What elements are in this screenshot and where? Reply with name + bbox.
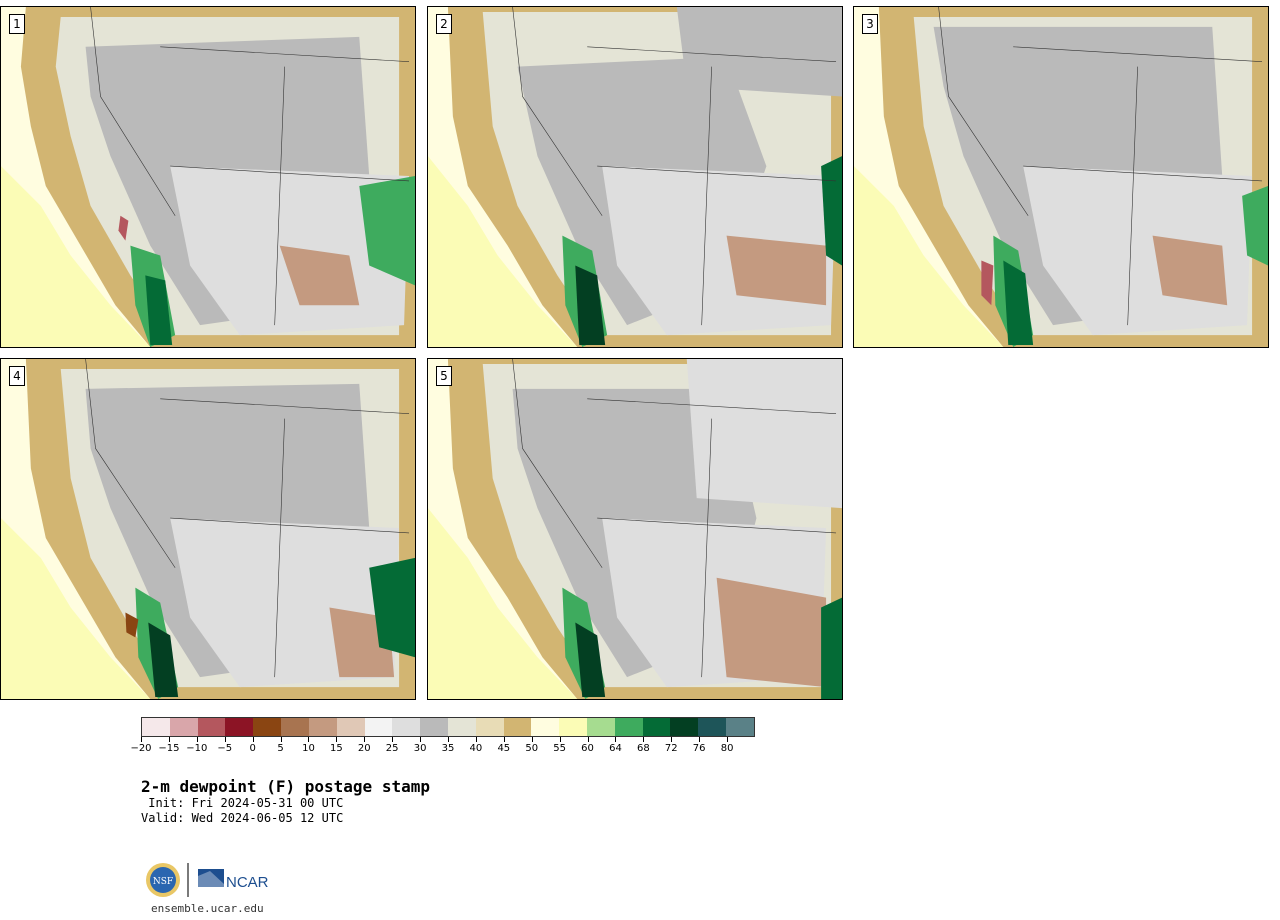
colorbar-tick xyxy=(364,737,366,742)
colorbar-tick-label: −20 xyxy=(130,743,152,754)
site-url: ensemble.ucar.edu xyxy=(151,902,264,915)
colorbar-tick xyxy=(615,737,617,742)
dewpoint-map-1 xyxy=(1,7,415,347)
valid-time: Valid: Wed 2024-06-05 12 UTC xyxy=(141,811,344,825)
nsf-logo: NSF xyxy=(146,863,180,897)
stamp-map-5: 5 xyxy=(427,358,843,700)
colorbar-tick-label: 10 xyxy=(302,743,315,754)
colorbar-tick xyxy=(308,737,310,742)
colorbar-tick xyxy=(420,737,422,742)
colorbar-tick xyxy=(559,737,561,742)
ncar-logo: NCAR xyxy=(198,869,269,891)
colorbar-swatch xyxy=(392,718,421,736)
stamp-map-4: 4 xyxy=(0,358,416,700)
colorbar-swatch xyxy=(587,718,615,736)
colorbar-tick-label: 35 xyxy=(441,743,455,754)
stamp-number: 4 xyxy=(9,366,25,386)
colorbar-tick-label: −15 xyxy=(158,743,180,754)
nsf-ncar-logos: NSF NCAR xyxy=(146,863,269,897)
colorbar-tick-label: 5 xyxy=(277,743,284,754)
colorbar-tick xyxy=(643,737,645,742)
colorbar-tick xyxy=(727,737,729,742)
stamp-number: 5 xyxy=(436,366,452,386)
colorbar-tick-label: 55 xyxy=(553,743,566,754)
colorbar-swatch xyxy=(559,718,587,736)
colorbar-swatch xyxy=(614,718,643,736)
colorbar-swatch xyxy=(726,718,754,736)
colorbar-tick xyxy=(224,737,226,742)
stamp-map-1: 1 xyxy=(0,6,416,348)
colorbar-tick-label: 30 xyxy=(413,743,427,754)
colorbar-tick-label: 0 xyxy=(249,743,256,754)
colorbar-swatch xyxy=(698,718,727,736)
colorbar-swatch xyxy=(225,718,254,736)
colorbar-tick xyxy=(168,737,170,742)
stamp-number: 3 xyxy=(862,14,878,34)
colorbar-tick-label: −5 xyxy=(217,743,233,754)
dewpoint-map-5 xyxy=(428,359,842,699)
colorbar-swatch xyxy=(475,718,504,736)
colorbar-swatch xyxy=(642,718,671,736)
map-title: 2-m dewpoint (F) postage stamp xyxy=(141,777,430,796)
colorbar-tick-label: 15 xyxy=(329,743,343,754)
colorbar-swatch xyxy=(336,718,365,736)
colorbar-tick-label: 25 xyxy=(385,743,399,754)
colorbar-tick-label: 80 xyxy=(720,743,734,754)
dewpoint-map-4 xyxy=(1,359,415,699)
colorbar-tick-label: 40 xyxy=(469,743,483,754)
colorbar-tick xyxy=(531,737,533,742)
colorbar-tick xyxy=(141,737,142,742)
dewpoint-map-2 xyxy=(428,7,842,347)
colorbar xyxy=(141,717,755,737)
colorbar-tick-label: 76 xyxy=(692,743,706,754)
colorbar-swatch xyxy=(281,718,309,736)
colorbar-swatch xyxy=(447,718,476,736)
dewpoint-map-3 xyxy=(854,7,1268,347)
colorbar-swatch xyxy=(503,718,532,736)
colorbar-swatch xyxy=(531,718,560,736)
colorbar-tick xyxy=(336,737,338,742)
colorbar-swatch xyxy=(670,718,699,736)
colorbar-swatch xyxy=(142,718,170,736)
colorbar-ticks: −20 −15 −10 −5 0 5 10 15 20 25 30 35 40 45 50 55 60 64 68 7… xyxy=(130,737,755,759)
colorbar-swatch xyxy=(197,718,226,736)
colorbar-tick-label: 72 xyxy=(664,743,678,754)
colorbar-tick xyxy=(671,737,673,742)
stamp-number: 2 xyxy=(436,14,452,34)
colorbar-tick xyxy=(448,737,449,742)
colorbar-tick xyxy=(699,737,701,742)
colorbar-tick-label: 64 xyxy=(609,743,622,754)
init-time: Init: Fri 2024-05-31 00 UTC xyxy=(141,796,344,810)
colorbar-tick xyxy=(392,737,394,742)
stamp-number: 1 xyxy=(9,14,25,34)
colorbar-swatch xyxy=(420,718,448,736)
colorbar-swatch xyxy=(169,718,198,736)
colorbar-tick xyxy=(587,737,589,742)
colorbar-tick-label: 60 xyxy=(581,743,594,754)
colorbar-swatch xyxy=(308,718,337,736)
nsf-logo-text: NSF xyxy=(153,877,173,887)
colorbar-tick-label: 20 xyxy=(357,743,371,754)
colorbar-swatch xyxy=(253,718,282,736)
colorbar-tick xyxy=(475,737,477,742)
colorbar-tick-label: −10 xyxy=(186,743,208,754)
colorbar-tick xyxy=(252,737,254,742)
stamp-map-3: 3 xyxy=(853,6,1269,348)
colorbar-tick xyxy=(196,737,198,742)
stamp-map-2: 2 xyxy=(427,6,843,348)
colorbar-tick-label: 50 xyxy=(525,743,539,754)
colorbar-swatch xyxy=(364,718,393,736)
colorbar-tick-label: 45 xyxy=(497,743,511,754)
colorbar-tick xyxy=(280,737,282,742)
colorbar-tick-label: 68 xyxy=(636,743,650,754)
colorbar-tick xyxy=(503,737,505,742)
ncar-logo-text: NCAR xyxy=(226,874,269,891)
